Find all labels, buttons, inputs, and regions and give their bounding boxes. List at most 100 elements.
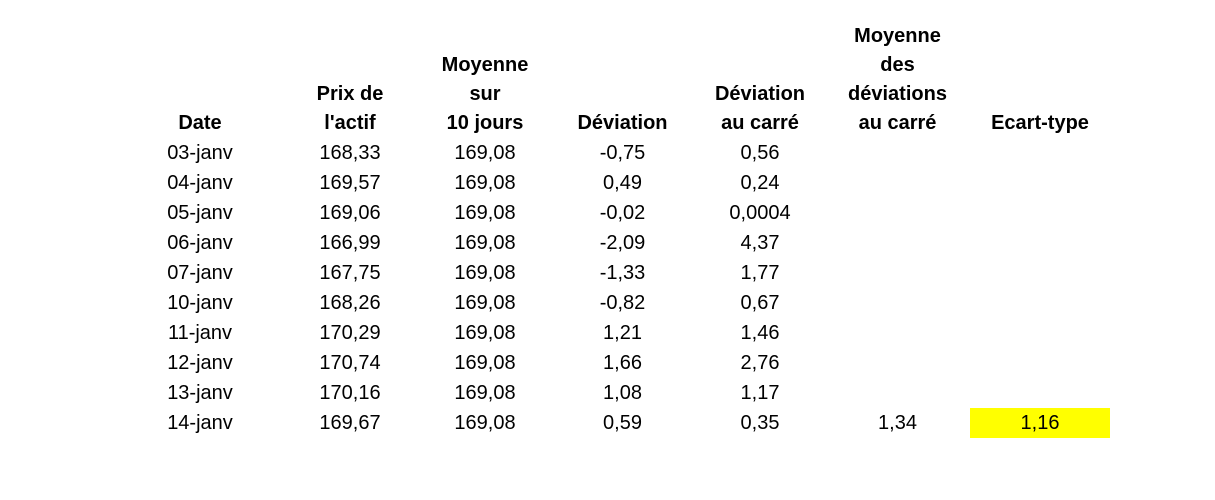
table-row: 03-janv 168,33 169,08 -0,75 0,56 (120, 138, 1110, 168)
cell-prix-actif: 170,74 (319, 351, 381, 374)
cell-moyenne-deviations-au-carre (825, 288, 970, 318)
cell-prix-actif: 170,29 (319, 321, 381, 344)
table-row: 07-janv 167,75 169,08 -1,33 1,77 (120, 258, 1110, 288)
header-line: sur (469, 83, 501, 105)
cell-prix-actif: 167,75 (319, 261, 381, 284)
cell-moyenne-deviations-au-carre: 1,34 (878, 411, 917, 434)
cell-prix-actif: 169,57 (319, 171, 381, 194)
cell-moyenne-10-jours: 169,08 (454, 231, 516, 254)
cell-deviation: 0,59 (603, 411, 642, 434)
cell-date: 10-janv (167, 291, 233, 314)
cell-prix-actif: 166,99 (319, 231, 381, 254)
cell-ecart-type (970, 318, 1110, 348)
cell-moyenne-deviations-au-carre (825, 228, 970, 258)
cell-prix-actif: 168,26 (319, 291, 381, 314)
cell-prix-actif: 169,67 (319, 411, 381, 434)
cell-deviation-au-carre: 1,77 (740, 261, 780, 284)
cell-moyenne-10-jours: 169,08 (454, 141, 516, 164)
cell-date: 11-janv (167, 321, 233, 344)
table-row: 14-janv 169,67 169,08 0,59 0,35 1,34 1,1… (120, 408, 1110, 438)
cell-deviation-au-carre: 0,0004 (729, 201, 791, 224)
cell-date: 12-janv (167, 351, 233, 374)
cell-ecart-type (970, 258, 1110, 288)
cell-moyenne-10-jours: 169,08 (454, 201, 516, 224)
cell-deviation-au-carre: 4,37 (740, 231, 780, 254)
cell-ecart-type (970, 288, 1110, 318)
cell-deviation: -0,75 (599, 141, 646, 164)
column-header-prix-actif: Prix de l'actif (280, 22, 420, 138)
table-row: 11-janv 170,29 169,08 1,21 1,46 (120, 318, 1110, 348)
header-line: Moyenne (441, 54, 529, 76)
cell-deviation: 0,49 (603, 171, 642, 194)
cell-date: 06-janv (167, 231, 233, 254)
cell-deviation: 1,66 (603, 351, 642, 374)
cell-prix-actif: 169,06 (319, 201, 381, 224)
cell-moyenne-deviations-au-carre (825, 348, 970, 378)
cell-moyenne-10-jours: 169,08 (454, 321, 516, 344)
column-header-date: Date (120, 22, 280, 138)
cell-date: 14-janv (167, 411, 233, 434)
cell-moyenne-10-jours: 169,08 (454, 291, 516, 314)
cell-deviation-au-carre: 0,24 (740, 171, 780, 194)
cell-ecart-type (970, 348, 1110, 378)
header-line: Prix de (316, 83, 384, 105)
cell-ecart-type-result-highlighted: 1,16 (970, 408, 1110, 438)
volatility-table: Date Prix de l'actif Moyenne sur 10 jour… (120, 22, 1110, 438)
header-line: Déviation (577, 112, 668, 134)
header-line: 10 jours (446, 112, 524, 134)
cell-moyenne-deviations-au-carre (825, 318, 970, 348)
cell-deviation: -0,02 (599, 201, 646, 224)
header-line: au carré (721, 112, 799, 134)
cell-deviation: -1,33 (599, 261, 646, 284)
cell-deviation-au-carre: 0,56 (740, 141, 780, 164)
header-line: Moyenne (854, 25, 941, 47)
cell-moyenne-10-jours: 169,08 (454, 351, 516, 374)
cell-ecart-type (970, 168, 1110, 198)
cell-moyenne-10-jours: 169,08 (454, 411, 516, 434)
header-line: Déviation (714, 83, 806, 105)
cell-moyenne-deviations-au-carre (825, 258, 970, 288)
header-line: Ecart-type (991, 112, 1089, 134)
cell-deviation-au-carre: 0,67 (740, 291, 780, 314)
table-row: 13-janv 170,16 169,08 1,08 1,17 (120, 378, 1110, 408)
header-line: Date (178, 112, 222, 134)
cell-prix-actif: 170,16 (319, 381, 381, 404)
table-row: 12-janv 170,74 169,08 1,66 2,76 (120, 348, 1110, 378)
cell-moyenne-10-jours: 169,08 (454, 381, 516, 404)
cell-ecart-type (970, 138, 1110, 168)
cell-date: 13-janv (167, 381, 233, 404)
cell-ecart-type (970, 228, 1110, 258)
column-header-deviation-au-carre: Déviation au carré (695, 22, 825, 138)
cell-date: 03-janv (167, 141, 233, 164)
cell-deviation: -0,82 (599, 291, 646, 314)
cell-date: 07-janv (167, 261, 233, 284)
cell-moyenne-deviations-au-carre (825, 198, 970, 228)
cell-moyenne-deviations-au-carre (825, 138, 970, 168)
cell-prix-actif: 168,33 (319, 141, 381, 164)
cell-deviation-au-carre: 0,35 (740, 411, 780, 434)
cell-moyenne-10-jours: 169,08 (454, 261, 516, 284)
header-row: Date Prix de l'actif Moyenne sur 10 jour… (120, 22, 1110, 138)
cell-deviation: 1,21 (603, 321, 642, 344)
cell-deviation-au-carre: 1,17 (740, 381, 780, 404)
column-header-ecart-type: Ecart-type (970, 22, 1110, 138)
table-row: 05-janv 169,06 169,08 -0,02 0,0004 (120, 198, 1110, 228)
table-row: 10-janv 168,26 169,08 -0,82 0,67 (120, 288, 1110, 318)
cell-deviation: -2,09 (599, 231, 646, 254)
cell-moyenne-deviations-au-carre (825, 378, 970, 408)
cell-deviation-au-carre: 2,76 (740, 351, 780, 374)
table-row: 04-janv 169,57 169,08 0,49 0,24 (120, 168, 1110, 198)
cell-ecart-type (970, 198, 1110, 228)
column-header-moyenne-deviations-au-carre: Moyenne des déviations au carré (825, 22, 970, 138)
cell-deviation-au-carre: 1,46 (740, 321, 780, 344)
cell-deviation: 1,08 (603, 381, 642, 404)
column-header-deviation: Déviation (550, 22, 695, 138)
cell-moyenne-10-jours: 169,08 (454, 171, 516, 194)
header-line: l'actif (324, 112, 376, 134)
header-line: des (880, 54, 915, 76)
table-row: 06-janv 166,99 169,08 -2,09 4,37 (120, 228, 1110, 258)
cell-ecart-type (970, 378, 1110, 408)
header-line: déviations (848, 83, 947, 105)
cell-date: 04-janv (167, 171, 233, 194)
cell-moyenne-deviations-au-carre (825, 168, 970, 198)
